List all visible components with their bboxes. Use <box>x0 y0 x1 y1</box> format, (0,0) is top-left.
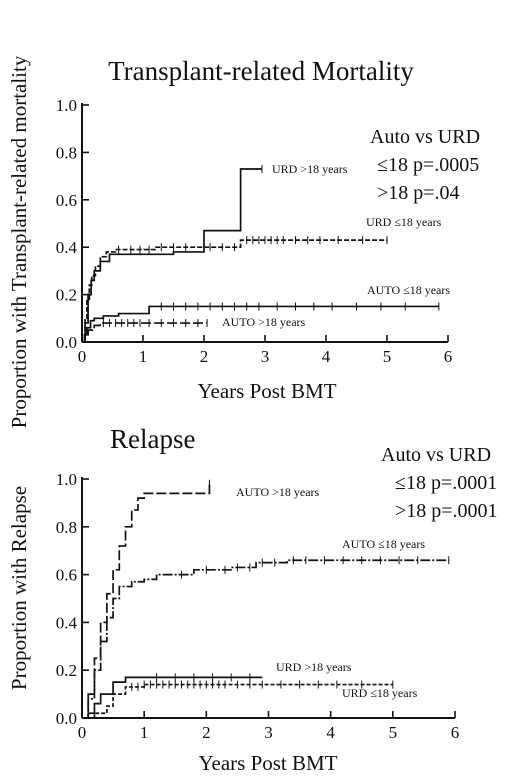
x-tick-label: 4 <box>326 723 335 742</box>
series-label-urd-over18-trm: URD >18 years <box>272 162 348 176</box>
y-tick-label: 0.4 <box>56 613 78 632</box>
series-label-auto-under18-relapse: AUTO ≤18 years <box>342 537 425 551</box>
x-tick-label: 1 <box>139 347 148 366</box>
y-axis-label-trm: Proportion with Transplant-related morta… <box>7 55 31 428</box>
x-tick-label: 0 <box>78 347 87 366</box>
x-tick-label: 5 <box>383 347 392 366</box>
y-tick-label: 0.2 <box>56 661 77 680</box>
y-tick-label: 0.2 <box>56 286 77 305</box>
series-line-urd-le18-years-trm <box>82 239 387 343</box>
y-axis-label-relapse: Proportion with Relapse <box>7 486 31 690</box>
x-axis-label-relapse: Years Post BMT <box>198 751 337 775</box>
x-tick-label: 1 <box>140 723 149 742</box>
x-tick-label: 6 <box>451 723 460 742</box>
y-tick-label: 0.4 <box>56 238 78 257</box>
x-tick-label: 3 <box>264 723 273 742</box>
series-label-auto-under18-trm: AUTO ≤18 years <box>367 283 450 297</box>
stat-line1-relapse: ≤18 p=.0001 <box>395 472 497 494</box>
y-tick-label: 1.0 <box>56 96 77 115</box>
x-axis-label-trm: Years Post BMT <box>197 379 336 403</box>
y-tick-label: 1.0 <box>56 470 77 489</box>
series-line-auto-le18-years-relapse <box>82 559 449 719</box>
stat-title-relapse: Auto vs URD <box>381 444 491 466</box>
x-tick-label: 4 <box>322 347 331 366</box>
x-tick-label: 3 <box>261 347 270 366</box>
panel-relapse: Proportion with Relapse Relapse 0 1 2 3 4 5 60… <box>7 424 498 775</box>
plot-area-relapse: 0 1 2 3 4 5 6 0.0 0.2 0.4 0.6 0.8 1.0 <box>56 470 460 742</box>
plot-area-trm: 0 1 2 3 4 5 6 0.0 0.2 0.4 0.6 0.8 1.0 <box>56 96 453 366</box>
y-tick-label: 0.8 <box>56 143 77 162</box>
series-line-auto-le18-years-trm <box>82 305 439 343</box>
series-label-auto-over18-relapse: AUTO >18 years <box>236 485 320 499</box>
x-tick-label: 0 <box>78 723 87 742</box>
chart-title-relapse: Relapse <box>110 424 195 454</box>
stat-title-trm: Auto vs URD <box>370 126 480 148</box>
y-tick-label: 0.6 <box>56 191 77 210</box>
stat-line1-trm: ≤18 p=.0005 <box>377 154 479 176</box>
series-line-urd-gt18-years-relapse <box>82 676 263 719</box>
stat-line2-trm: >18 p=.04 <box>377 182 460 204</box>
y-tick-label: 0.8 <box>56 518 77 537</box>
x-tick-label: 6 <box>444 347 453 366</box>
series-line-urd-le18-years-relapse <box>82 683 393 719</box>
x-tick-label: 2 <box>202 723 211 742</box>
panel-trm: Proportion with Transplant-related morta… <box>7 55 480 428</box>
x-tick-label: 5 <box>389 723 398 742</box>
y-tick-label: 0.0 <box>56 333 77 352</box>
x-tick-label: 2 <box>200 347 209 366</box>
y-tick-label: 0.0 <box>56 709 77 728</box>
y-tick-label: 0.6 <box>56 566 77 585</box>
series-label-auto-over18-trm: AUTO >18 years <box>222 315 306 329</box>
chart-title-trm: Transplant-related Mortality <box>108 56 414 86</box>
series-label-urd-under18-relapse: URD ≤18 years <box>342 686 418 700</box>
series-label-urd-over18-relapse: URD >18 years <box>276 660 352 674</box>
series-label-urd-under18-trm: URD ≤18 years <box>366 215 442 229</box>
series-line-auto-gt18-years-trm <box>82 322 208 343</box>
series-line-auto-gt18-years-relapse <box>82 483 211 719</box>
stat-line2-relapse: >18 p=.0001 <box>395 500 498 522</box>
series-line-urd-gt18-years-trm <box>82 168 262 343</box>
